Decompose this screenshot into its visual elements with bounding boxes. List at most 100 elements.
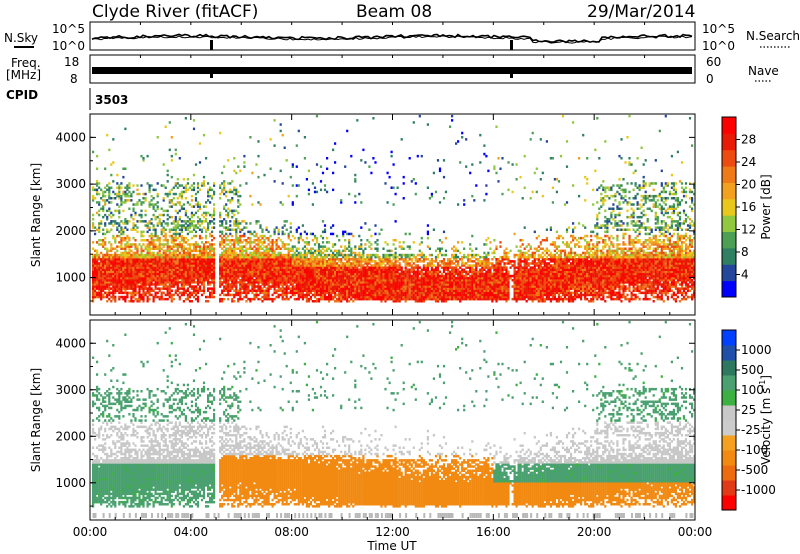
power-cell bbox=[110, 283, 113, 286]
power-cell bbox=[328, 295, 331, 299]
power-cell bbox=[350, 232, 353, 236]
power-cell bbox=[376, 291, 379, 295]
power-cell bbox=[178, 232, 181, 236]
power-cell bbox=[275, 266, 278, 269]
power-cell bbox=[162, 297, 165, 301]
power-cell bbox=[251, 203, 254, 206]
power-cell bbox=[221, 222, 224, 225]
power-cell bbox=[140, 262, 143, 265]
power-cell bbox=[227, 258, 230, 261]
power-cell bbox=[196, 268, 200, 271]
power-cell bbox=[297, 272, 300, 276]
power-cell bbox=[136, 279, 139, 282]
power-cell bbox=[255, 289, 258, 292]
power-cell bbox=[132, 274, 135, 278]
power-cell bbox=[146, 182, 149, 185]
power-cell bbox=[231, 258, 234, 261]
power-cell bbox=[321, 297, 325, 301]
power-cell bbox=[352, 293, 355, 297]
power-cell bbox=[194, 260, 198, 263]
power-cell bbox=[378, 281, 381, 284]
power-cell bbox=[319, 297, 323, 301]
power-cell bbox=[271, 251, 274, 255]
power-cell bbox=[194, 163, 198, 166]
power-cell bbox=[140, 249, 143, 253]
power-cell bbox=[243, 283, 246, 286]
power-cell bbox=[247, 276, 250, 280]
power-cell bbox=[332, 297, 335, 301]
power-cell bbox=[426, 281, 429, 284]
power-cell bbox=[186, 272, 189, 276]
power-cell bbox=[166, 264, 169, 267]
power-cell bbox=[319, 291, 323, 295]
power-cell bbox=[118, 258, 121, 261]
power-cell bbox=[317, 293, 321, 297]
power-cell bbox=[178, 215, 181, 219]
power-cell bbox=[126, 285, 129, 288]
power-cell bbox=[106, 251, 109, 255]
power-cell bbox=[287, 279, 290, 282]
power-cell bbox=[231, 211, 234, 215]
power-cell bbox=[400, 268, 403, 271]
power-cell bbox=[295, 264, 298, 267]
power-cell bbox=[303, 276, 306, 280]
power-cell bbox=[237, 165, 240, 168]
power-cell bbox=[233, 222, 236, 225]
power-cell bbox=[285, 283, 288, 286]
power-cell bbox=[116, 186, 119, 189]
power-cell bbox=[305, 293, 308, 297]
power-cell bbox=[243, 258, 246, 261]
power-cell bbox=[368, 297, 371, 301]
power-cell bbox=[154, 262, 157, 265]
power-cell bbox=[164, 279, 167, 282]
power-cell bbox=[434, 260, 438, 263]
power-cell bbox=[188, 218, 191, 221]
power-cell bbox=[424, 279, 427, 282]
power-cell bbox=[229, 249, 232, 253]
power-cell bbox=[126, 283, 129, 286]
power-cell bbox=[194, 274, 198, 278]
power-cell bbox=[416, 266, 419, 269]
power-cell bbox=[376, 279, 379, 282]
power-cell bbox=[233, 283, 236, 286]
power-cell bbox=[172, 268, 175, 271]
power-cell bbox=[176, 232, 179, 236]
power-cell bbox=[140, 260, 143, 263]
power-cell bbox=[418, 270, 421, 274]
power-cell bbox=[422, 281, 425, 284]
power-cell bbox=[196, 209, 200, 213]
power-cell bbox=[156, 236, 159, 240]
power-cell bbox=[172, 197, 175, 200]
power-cell bbox=[344, 255, 347, 259]
power-cell bbox=[386, 281, 389, 284]
power-cell bbox=[346, 264, 349, 267]
power-cell bbox=[358, 274, 361, 278]
power-cell bbox=[160, 295, 163, 299]
power-cell bbox=[366, 258, 369, 261]
power-cell bbox=[265, 228, 268, 231]
power-cell bbox=[404, 297, 407, 301]
power-cell bbox=[378, 291, 381, 295]
power-cell bbox=[180, 279, 183, 282]
power-cell bbox=[170, 255, 173, 259]
power-cell bbox=[257, 279, 260, 282]
power-cell bbox=[382, 266, 385, 269]
power-cell bbox=[402, 293, 405, 297]
power-cell bbox=[328, 300, 331, 303]
power-cell bbox=[126, 188, 129, 192]
power-cell bbox=[394, 291, 397, 295]
power-cell bbox=[283, 243, 286, 246]
power-cell bbox=[211, 293, 214, 297]
power-cell bbox=[178, 266, 181, 269]
power-cell bbox=[98, 213, 101, 217]
power-cell bbox=[188, 270, 191, 274]
power-cell bbox=[372, 289, 375, 292]
power-cell bbox=[156, 247, 159, 250]
power-cell bbox=[287, 236, 290, 240]
power-cell bbox=[334, 274, 337, 278]
power-cell bbox=[291, 245, 294, 248]
power-cell bbox=[211, 295, 214, 299]
power-cell bbox=[172, 272, 175, 276]
power-cell bbox=[432, 260, 435, 263]
power-cell bbox=[315, 114, 319, 118]
